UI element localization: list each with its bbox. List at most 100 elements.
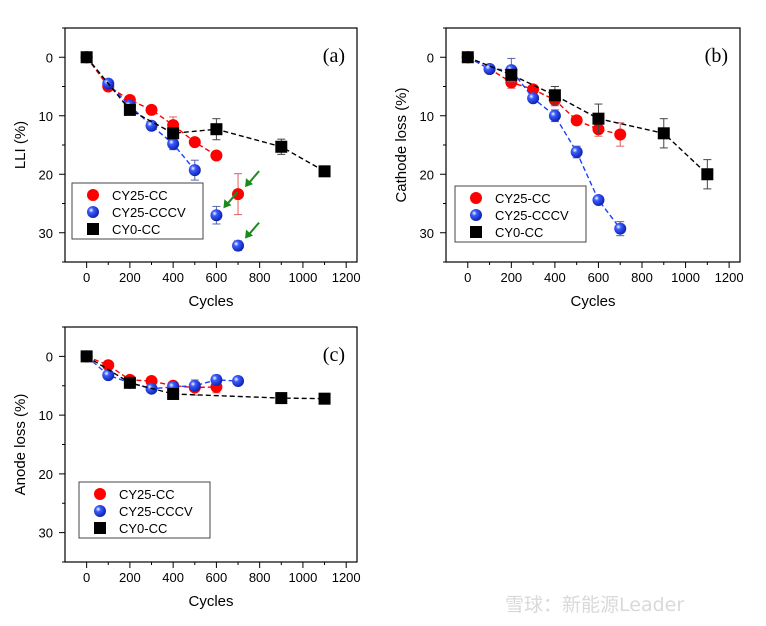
legend-marker xyxy=(87,206,99,218)
y-tick-label: 0 xyxy=(46,349,53,364)
legend-label: CY25-CC xyxy=(119,487,175,502)
watermark: 雪球：新能源Leader xyxy=(505,594,685,616)
y-tick-label: 30 xyxy=(39,226,53,241)
legend-label: CY25-CC xyxy=(495,191,551,206)
legend-label: CY0-CC xyxy=(112,222,160,237)
x-axis-label: Cycles xyxy=(570,293,615,310)
legend-label: CY25-CCCV xyxy=(495,208,569,223)
x-tick-label: 1200 xyxy=(332,270,361,285)
x-tick-label: 600 xyxy=(206,570,228,585)
x-tick-label: 1000 xyxy=(288,270,317,285)
data-point xyxy=(232,239,245,252)
data-point xyxy=(701,168,714,181)
data-point xyxy=(80,350,93,363)
x-tick-label: 400 xyxy=(162,570,184,585)
data-point xyxy=(167,137,180,150)
legend: CY25-CC CY25-CCCV CY0-CC xyxy=(78,481,211,539)
legend: CY25-CC CY25-CCCV CY0-CC xyxy=(71,182,204,240)
data-point xyxy=(548,109,561,122)
panel-label: (a) xyxy=(323,45,345,67)
data-point xyxy=(232,375,245,388)
y-axis-label: Anode loss (%) xyxy=(12,394,29,496)
data-point xyxy=(614,222,627,235)
x-axis-label: Cycles xyxy=(188,593,233,610)
data-point xyxy=(232,188,245,201)
legend-label: CY0-CC xyxy=(119,521,167,536)
series-cy0-cc xyxy=(461,51,714,190)
data-point xyxy=(210,123,223,136)
legend: CY25-CC CY25-CCCV CY0-CC xyxy=(454,185,587,243)
series-cy0-cc xyxy=(80,350,331,405)
panel-a: 0 200 400 600 800 1000 1200 0 10 20 30 Cycles LLI (%… xyxy=(12,27,361,310)
data-point xyxy=(614,128,627,141)
legend-marker xyxy=(94,522,106,534)
x-tick-label: 200 xyxy=(500,270,522,285)
x-tick-label: 200 xyxy=(119,270,141,285)
legend-label: CY25-CCCV xyxy=(112,205,186,220)
panel-label: (b) xyxy=(705,45,728,67)
panel-label: (c) xyxy=(323,344,345,366)
data-point xyxy=(592,112,605,125)
x-tick-label: 200 xyxy=(119,570,141,585)
x-tick-label: 400 xyxy=(162,270,184,285)
y-tick-label: 0 xyxy=(46,50,53,65)
data-point xyxy=(657,127,670,140)
legend-label: CY25-CCCV xyxy=(119,504,193,519)
data-point xyxy=(527,92,540,105)
legend-marker xyxy=(470,226,482,238)
series-line xyxy=(86,56,325,172)
data-point xyxy=(145,119,158,132)
legend-marker xyxy=(87,189,99,201)
data-point xyxy=(102,359,115,372)
series-line xyxy=(86,56,196,171)
series-cy0-cc xyxy=(80,51,331,178)
data-point xyxy=(167,387,180,400)
data-point xyxy=(188,379,201,392)
x-tick-label: 1200 xyxy=(332,570,361,585)
data-point xyxy=(318,392,331,405)
data-point xyxy=(461,51,474,64)
data-point xyxy=(318,165,331,178)
data-point xyxy=(102,369,115,382)
y-tick-label: 30 xyxy=(39,526,53,541)
y-tick-label: 10 xyxy=(39,109,53,124)
data-point xyxy=(570,114,583,127)
data-point xyxy=(80,51,93,64)
y-tick-label: 0 xyxy=(427,50,434,65)
data-point xyxy=(145,103,158,116)
panel-c: 0 200 400 600 800 1000 1200 0 10 20 30 Cycles Anode … xyxy=(12,326,361,610)
data-point xyxy=(210,373,223,386)
x-tick-label: 1000 xyxy=(671,270,700,285)
data-point xyxy=(167,127,180,140)
x-tick-label: 800 xyxy=(631,270,653,285)
data-point xyxy=(275,392,288,405)
legend-marker xyxy=(470,192,482,204)
legend-marker xyxy=(94,488,106,500)
y-tick-label: 10 xyxy=(420,109,434,124)
data-point xyxy=(505,68,518,81)
x-axis-label: Cycles xyxy=(188,293,233,310)
data-point xyxy=(570,146,583,159)
x-tick-label: 400 xyxy=(544,270,566,285)
x-tick-label: 1200 xyxy=(715,270,744,285)
data-point xyxy=(483,62,496,75)
data-point xyxy=(548,89,561,102)
x-tick-label: 600 xyxy=(206,270,228,285)
y-axis-label: Cathode loss (%) xyxy=(393,87,410,202)
panel-b: 0 200 400 600 800 1000 1200 0 10 20 30 Cycles Cathod… xyxy=(393,27,744,310)
arrow-head-icon xyxy=(223,199,232,209)
x-tick-label: 800 xyxy=(249,270,271,285)
data-point xyxy=(210,209,223,222)
x-tick-label: 0 xyxy=(83,570,90,585)
y-tick-label: 30 xyxy=(420,226,434,241)
y-tick-label: 20 xyxy=(39,167,53,182)
x-tick-label: 0 xyxy=(83,270,90,285)
legend-label: CY0-CC xyxy=(495,225,543,240)
y-tick-label: 20 xyxy=(420,167,434,182)
data-point xyxy=(188,164,201,177)
data-point xyxy=(123,103,136,116)
data-point xyxy=(275,140,288,153)
arrow-head-icon xyxy=(245,178,254,188)
y-axis-label: LLI (%) xyxy=(12,121,29,169)
